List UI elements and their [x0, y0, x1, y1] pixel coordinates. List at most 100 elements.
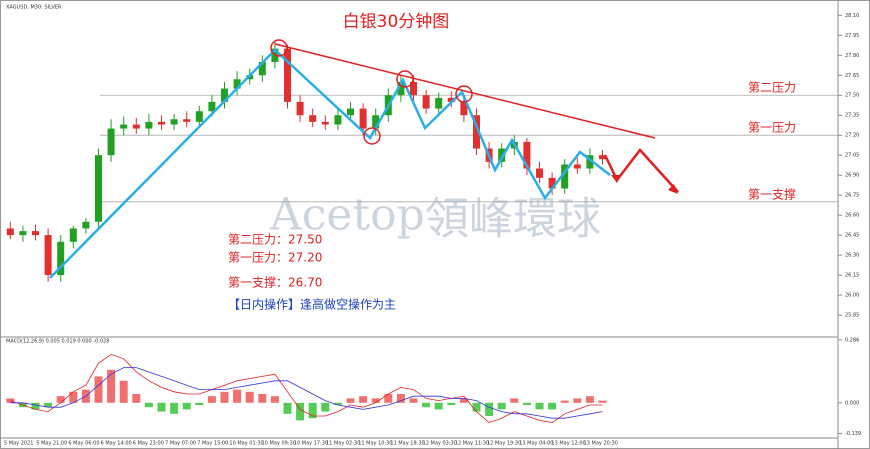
candle-body — [309, 115, 317, 122]
watermark-name: 領峰環球 — [425, 194, 601, 245]
marker — [455, 85, 473, 103]
x-tick-label: 6 May 23:00 — [133, 441, 164, 447]
y-tick-label: 26.75 — [845, 193, 859, 199]
histogram-bar — [31, 402, 40, 410]
candle-body — [145, 121, 153, 129]
level-label: 第二压力 — [748, 81, 796, 95]
candle-body — [498, 148, 506, 162]
candle-body — [183, 119, 191, 122]
histogram-bar — [485, 402, 494, 416]
histogram-bar — [497, 402, 506, 410]
y-tick-label: 0.286 — [845, 337, 859, 343]
histogram-bar — [170, 402, 179, 414]
candle-body — [44, 235, 52, 276]
x-tick-label: 7 May 07:00 — [165, 441, 196, 447]
candle-body — [32, 231, 39, 236]
symbol-label: XAGUSD, M30: SILVER — [6, 5, 62, 11]
annotations — [49, 39, 679, 279]
x-tick-label: 10 May 01:30 — [229, 441, 263, 447]
y-tick-label: 26.60 — [845, 213, 859, 219]
histogram-bar — [346, 398, 355, 403]
histogram-bar — [56, 396, 65, 403]
chart-title: 白银30分钟图 — [343, 12, 450, 32]
zigzag — [49, 48, 611, 279]
histogram-bar — [409, 398, 418, 403]
y-tick-label: 0.000 — [845, 400, 859, 406]
candle-body — [284, 48, 291, 102]
candle-body — [347, 108, 354, 116]
y-tick-label: 27.95 — [845, 33, 859, 39]
histogram-bar — [144, 402, 153, 408]
watermark-brand: Acetop — [269, 190, 425, 241]
candle-body — [82, 221, 90, 229]
candle-body — [460, 101, 468, 116]
y-tick-label: 26.90 — [845, 173, 859, 179]
histogram-bar — [283, 402, 292, 414]
histogram-bar — [157, 402, 166, 412]
y-tick-label: 27.05 — [845, 153, 859, 159]
x-tick-label: 10 May 09:30 — [262, 441, 296, 447]
x-tick-label: 5 May 2021 — [4, 441, 33, 447]
x-tick-label: 11 May 10:30 — [358, 441, 392, 447]
candle-body — [422, 95, 430, 109]
candle-body — [120, 124, 128, 129]
candle-body — [410, 81, 417, 96]
histogram-bar — [69, 391, 78, 403]
candle-body — [296, 101, 304, 116]
candle-body — [258, 61, 266, 76]
level-label: 第一支撑 — [748, 186, 796, 201]
histogram-bar — [270, 396, 279, 403]
candle-body — [195, 111, 203, 122]
histogram-bar — [585, 396, 594, 403]
y-tick-label: 25.85 — [845, 313, 859, 319]
annotation: 第一支撑：26.70 — [228, 275, 322, 290]
x-tick-label: 6 May 14:00 — [101, 441, 132, 447]
y-tick-label: 26.30 — [845, 253, 859, 259]
x-tick-label: 12 May 11:30 — [455, 441, 489, 447]
candle-body — [397, 81, 405, 96]
candle-body — [132, 124, 140, 129]
histogram-bar — [94, 376, 103, 403]
histogram-bar — [182, 402, 191, 410]
candle-body — [599, 155, 606, 160]
histogram-bar — [371, 398, 380, 403]
histogram-bar — [522, 402, 531, 405]
candle-body — [523, 141, 531, 169]
arrow-head — [611, 175, 621, 183]
x-tick-label: 13 May 20:30 — [584, 441, 618, 447]
macd-line — [10, 353, 603, 424]
candle-body — [6, 228, 14, 236]
candle-body — [435, 97, 443, 109]
candle-body — [57, 241, 65, 276]
candle-body — [359, 108, 367, 129]
annotation: 【日内操作】逢高做空操作为主 — [228, 297, 396, 312]
histogram-bar — [548, 402, 557, 410]
histogram-bar — [6, 398, 15, 403]
x-tick-label: 13 May 04:00 — [519, 441, 553, 447]
x-tick-label: 13 May 12:00 — [551, 441, 585, 447]
histogram-bar — [296, 402, 305, 421]
x-tick-label: 11 May 18:30 — [390, 441, 424, 447]
histogram-bar — [396, 394, 405, 403]
histogram-bar — [107, 369, 116, 403]
histogram-bar — [422, 402, 431, 408]
candle-body — [561, 164, 569, 189]
y-tick-label: 26.45 — [845, 233, 859, 239]
histogram-bar — [459, 398, 468, 403]
histogram-bar — [434, 402, 443, 410]
y-tick-label: 27.35 — [845, 113, 859, 119]
candle-body — [586, 155, 594, 169]
histogram-bar — [308, 402, 317, 419]
candle-body — [95, 155, 102, 222]
resistance-line — [274, 43, 656, 139]
candle-body — [170, 119, 178, 125]
histogram-bar — [510, 398, 519, 403]
marker — [270, 39, 288, 57]
candle-body — [158, 121, 165, 125]
macd-label: MACD(12,26,9) 0.005 0.019 0.000 -0.028 — [6, 339, 109, 345]
histogram-bar — [384, 394, 393, 403]
candle-body — [321, 121, 329, 125]
histogram-bar — [472, 402, 481, 412]
